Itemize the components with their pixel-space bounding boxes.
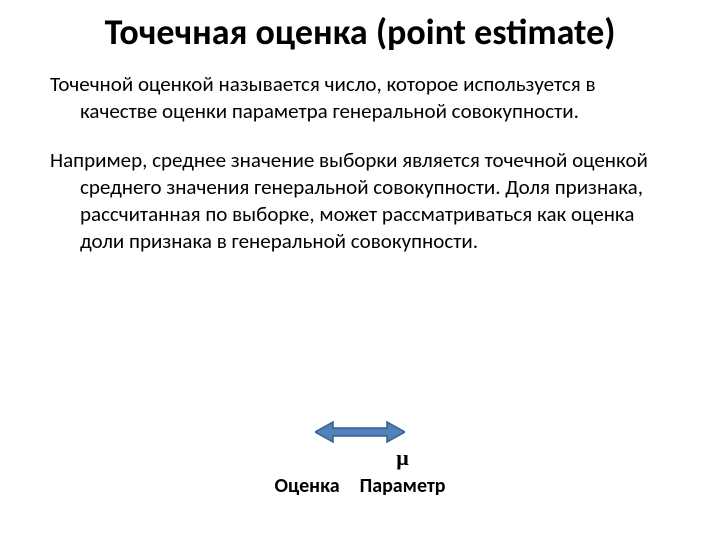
slide: Точечная оценка (point estimate) Точечно…: [0, 0, 720, 540]
paragraph-2: Например, среднее значение выборки являе…: [50, 147, 670, 255]
estimate-column: Оценка: [275, 444, 340, 498]
parameter-symbol: μ: [396, 444, 408, 472]
paragraph-1: Точечной оценкой называется число, котор…: [50, 71, 670, 125]
double-arrow-icon: [315, 420, 405, 444]
estimate-label: Оценка: [275, 474, 340, 498]
parameter-label: Параметр: [360, 474, 446, 498]
arrow-shape: [315, 422, 405, 442]
figure-row: Оценка μ Параметр: [0, 444, 720, 498]
slide-title: Точечная оценка (point estimate): [50, 12, 670, 53]
parameter-column: μ Параметр: [360, 444, 446, 498]
